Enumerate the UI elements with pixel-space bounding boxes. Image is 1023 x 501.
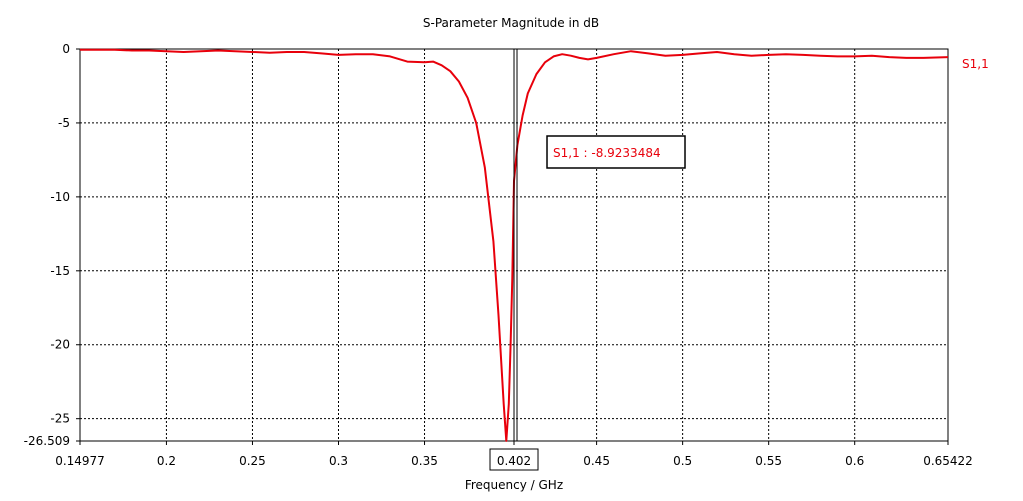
chart-title: S-Parameter Magnitude in dB [423,16,599,30]
x-tick-label: 0.402 [497,454,531,468]
series-line-s11 [80,48,949,442]
y-tick-label: -5 [58,116,70,130]
axis-layer: 0.14977 0.2 0.25 0.3 0.35 0.402 0.45 0.5 0.55 0.6… [24,42,973,471]
y-tick-label: -26.509 [24,434,70,448]
marker-annotation-box [546,135,686,169]
x-tick-label: 0.5 [673,454,692,468]
marker-annotation-text: S1,1 : -8.9233484 [553,146,661,160]
marker-layer: S1,1 : -8.9233484 [513,49,686,441]
x-axis-label: Frequency / GHz [465,478,563,492]
x-marker-label-box [489,448,539,471]
y-tick-label: 0 [62,42,70,56]
x-tick-label: 0.55 [755,454,782,468]
x-tick-label: 0.3 [329,454,348,468]
y-tick-label: -15 [50,264,70,278]
y-tick-label: -10 [50,190,70,204]
legend-entry-s11: S1,1 [962,57,989,71]
y-tick-label: -20 [50,338,70,352]
y-tick-label: -25 [50,412,70,426]
x-tick-label: 0.25 [239,454,266,468]
x-tick-label: 0.14977 [55,454,105,468]
x-tick-label: 0.45 [583,454,610,468]
x-tick-label: 0.35 [411,454,438,468]
x-tick-label: 0.65422 [923,454,973,468]
x-tick-label: 0.2 [157,454,176,468]
series-layer: S1,1 [80,48,989,442]
x-tick-label: 0.6 [845,454,864,468]
